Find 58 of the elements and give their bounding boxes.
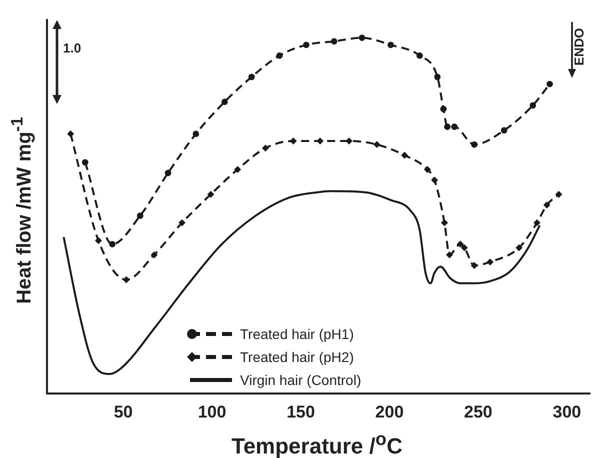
point <box>221 98 228 106</box>
point <box>555 190 562 198</box>
point <box>178 219 186 226</box>
x-tick-label: 300 <box>552 402 582 422</box>
annotation: ENDO <box>572 28 587 66</box>
legend-label: Virgin hair (Control) <box>240 372 362 388</box>
point <box>416 52 423 59</box>
x-tick-label: 150 <box>286 402 315 422</box>
point <box>122 276 130 284</box>
point <box>533 219 540 226</box>
point <box>440 219 448 226</box>
point <box>424 166 431 173</box>
x-axis-title: Temperature /$^{o}$C <box>230 428 404 458</box>
point <box>290 137 297 144</box>
point <box>276 52 283 59</box>
point <box>373 141 380 148</box>
point <box>262 144 269 152</box>
point <box>460 244 468 252</box>
point <box>471 141 478 148</box>
point <box>431 176 438 184</box>
point <box>358 34 366 41</box>
point <box>136 212 144 219</box>
point <box>543 202 550 209</box>
legend-label: Treated hair (pH1) <box>240 326 354 342</box>
legend-label: Treated hair (pH2) <box>240 348 354 364</box>
point <box>516 244 523 252</box>
point <box>248 74 255 80</box>
point <box>316 137 324 144</box>
point <box>164 170 172 176</box>
x-tick-label: 100 <box>198 402 226 422</box>
point <box>303 42 310 48</box>
point <box>192 130 200 138</box>
point <box>388 42 394 48</box>
point <box>446 251 453 258</box>
x-tick-label: 50 <box>114 402 133 422</box>
point <box>67 130 74 138</box>
point <box>451 124 458 130</box>
point <box>207 190 214 198</box>
point <box>500 127 508 134</box>
point <box>470 262 478 270</box>
point <box>234 166 242 173</box>
point <box>109 240 116 248</box>
x-tick-label: 200 <box>375 402 404 422</box>
point <box>82 159 88 166</box>
point <box>94 237 102 244</box>
point <box>530 102 536 109</box>
x-tick-label: 250 <box>464 402 492 422</box>
point <box>401 152 408 159</box>
point <box>440 106 447 112</box>
point <box>486 258 494 266</box>
point <box>456 240 464 248</box>
point <box>346 137 353 144</box>
point <box>150 251 158 258</box>
point <box>330 38 338 45</box>
point <box>434 74 441 80</box>
annotation: 1.0 <box>63 40 82 56</box>
point <box>444 124 451 130</box>
point <box>546 80 553 88</box>
